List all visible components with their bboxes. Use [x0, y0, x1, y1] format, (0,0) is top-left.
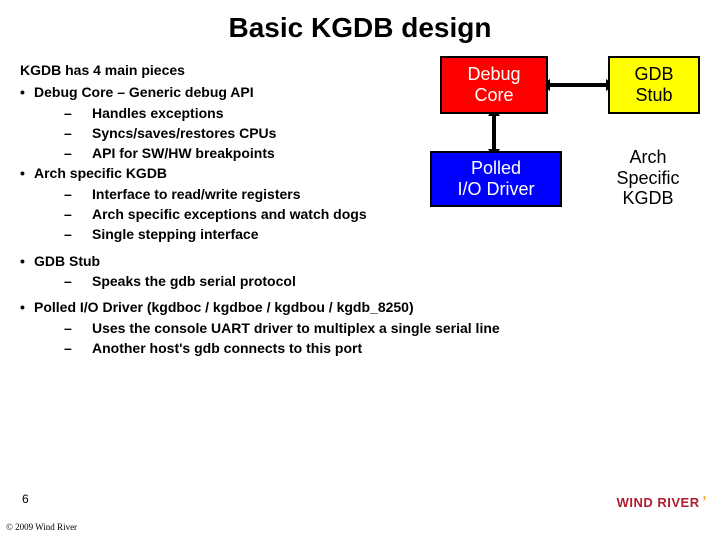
box-label: GDB: [634, 64, 673, 85]
box-debug-core: Debug Core: [440, 56, 548, 114]
bullet-gdb-stub: GDB Stub: [20, 251, 700, 271]
architecture-diagram: Debug Core GDB Stub Polled I/O Driver Ar…: [420, 56, 710, 236]
logo-accent-icon: ’: [701, 493, 708, 509]
subbullet: Speaks the gdb serial protocol: [20, 271, 700, 291]
box-label: Core: [474, 85, 513, 106]
windriver-logo: WIND RIVER ’: [617, 494, 706, 510]
box-label: Stub: [635, 85, 672, 106]
box-label: Specific: [616, 168, 679, 189]
subbullet: Uses the console UART driver to multiple…: [20, 318, 700, 338]
box-gdb-stub: GDB Stub: [608, 56, 700, 114]
page-title: Basic KGDB design: [0, 0, 720, 44]
page-number: 6: [22, 492, 29, 506]
box-label: KGDB: [622, 188, 673, 209]
box-label: Polled: [471, 158, 521, 179]
box-label: Debug: [467, 64, 520, 85]
box-arch-kgdb: Arch Specific KGDB: [592, 138, 704, 218]
copyright-text: © 2009 Wind River: [6, 522, 77, 532]
box-label: I/O Driver: [457, 179, 534, 200]
subbullet: Another host's gdb connects to this port: [20, 338, 700, 358]
box-label: Arch: [629, 147, 666, 168]
box-polled-io: Polled I/O Driver: [430, 151, 562, 207]
logo-text: WIND RIVER: [617, 495, 700, 510]
bullet-polled-io: Polled I/O Driver (kgdboc / kgdboe / kgd…: [20, 297, 700, 317]
